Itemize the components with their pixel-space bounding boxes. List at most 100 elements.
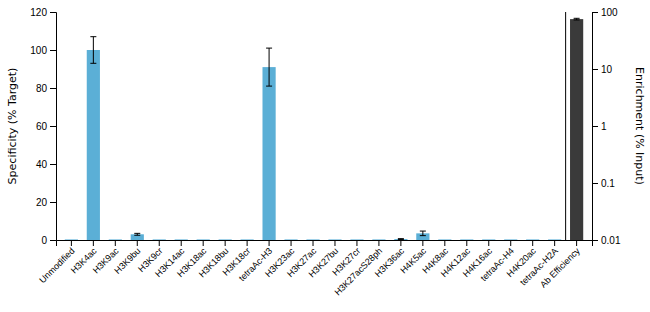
y-tick-mark [50,126,56,127]
x-tick: Ab Efficiency [538,240,582,290]
error-bar [420,231,426,236]
y2-tick-label: 0.01 [601,235,621,246]
error-bar [398,238,404,240]
y-tick: 40 [36,159,56,170]
y-tick: 120 [30,7,56,18]
error-bar [90,37,96,64]
y-tick-label: 100 [30,45,47,56]
y-tick-mark [50,164,56,165]
bar [175,239,188,240]
y-tick-mark [50,12,56,13]
x-tick-label: H3K36ac [373,245,407,279]
x-tick-mark [488,240,489,246]
bar [197,239,210,240]
y-tick: 60 [36,121,56,132]
y-tick-mark [50,240,56,241]
y-tick-mark [50,50,56,51]
y2-axis: 0.01 0.1 1 10 100 [592,7,621,246]
bar [219,239,232,240]
x-tick-mark [159,240,160,246]
y2-tick: 1 [592,121,607,132]
x-tick: Unmodified [37,240,76,285]
y-tick-label: 80 [36,83,48,94]
y2-tick: 0.01 [592,235,621,246]
x-axis-line [57,241,593,247]
y-tick: 0 [41,235,56,246]
error-bar [134,233,140,235]
plot: UnmodifiedH3K4acH3K9acH3K9buH3K9crH3K14a… [6,7,646,298]
bar [65,239,78,240]
x-tick-mark [93,240,94,246]
y-tick: 20 [36,197,56,208]
x-tick-mark [203,240,204,246]
y2-tick: 0.1 [592,178,615,189]
x-tick-mark [378,240,379,246]
x-tick-mark [422,240,423,246]
bar [460,239,473,240]
y2-tick-label: 0.1 [601,178,615,189]
bar [262,67,275,240]
bar [87,50,100,240]
bar [482,239,495,240]
bar [328,239,341,240]
y-tick-mark [50,202,56,203]
x-tick-label: H3K9bu [112,246,142,276]
bar [109,239,122,240]
bar [284,239,297,240]
y-tick-mark [50,88,56,89]
y2-axis-line [593,13,599,241]
x-tick-mark [313,240,314,246]
error-bar [266,48,272,86]
bar [350,239,363,240]
bar [153,239,166,240]
bar [504,239,517,240]
x-tick-mark [466,240,467,246]
bar [306,239,319,240]
x-tick-mark [225,240,226,246]
bar [241,239,254,240]
y2-tick-mark [592,12,598,13]
chart-container: UnmodifiedH3K4acH3K9acH3K9buH3K9crH3K14a… [0,0,650,312]
y-tick-label: 20 [36,197,48,208]
chart: UnmodifiedH3K4acH3K9acH3K9buH3K9crH3K14a… [0,0,650,312]
x-tick-mark [356,240,357,246]
y2-tick-mark [592,126,598,127]
y2-tick-mark [592,183,598,184]
x-tick-mark [115,240,116,246]
y2-tick-label: 10 [601,64,613,75]
bar [394,239,407,240]
x-tick-mark [444,240,445,246]
x-tick-mark [181,240,182,246]
bar [570,19,583,240]
y2-tick: 100 [592,7,618,18]
marks [65,18,583,240]
x-tick-mark [532,240,533,246]
y-axis-title: Specificity (% Target) [6,68,19,185]
x-tick-label: Ab Efficiency [538,245,582,289]
x-tick: H3K9bu [112,240,142,276]
bar [372,239,385,240]
separator [565,12,566,240]
error-bar [574,18,580,20]
x-tick-mark [510,240,511,246]
bar [438,239,451,240]
x-tick-mark [554,240,555,246]
y-tick: 80 [36,83,56,94]
x-tick-mark [137,240,138,246]
y-tick: 100 [30,45,56,56]
y-axis: 0 20 40 60 80 100 120 [30,7,56,246]
x-tick-mark [71,240,72,246]
y-tick-label: 40 [36,159,48,170]
x-tick: H3K36ac [373,240,407,279]
y2-tick: 10 [592,64,613,75]
y2-axis-title: Enrichment (% Input) [633,67,646,185]
y-tick-label: 0 [41,235,47,246]
y-tick-label: 120 [30,7,47,18]
bar [548,239,561,240]
y2-tick-label: 1 [601,121,607,132]
x-tick-mark [576,240,577,246]
x-tick-mark [400,240,401,246]
y2-tick-label: 100 [601,7,618,18]
x-axis: UnmodifiedH3K4acH3K9acH3K9buH3K9crH3K14a… [37,240,592,297]
x-tick-mark [334,240,335,246]
